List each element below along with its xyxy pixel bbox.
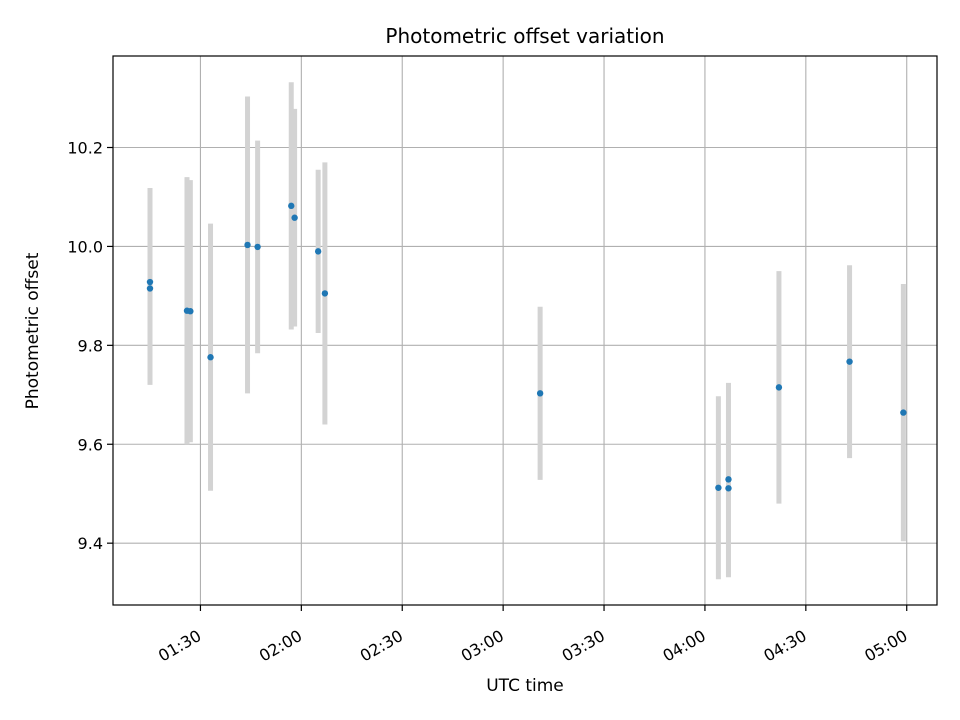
data-points — [146, 202, 907, 492]
data-point — [288, 202, 295, 210]
data-point — [725, 485, 732, 492]
data-point — [254, 243, 261, 251]
x-axis-title: UTC time — [486, 676, 564, 696]
data-point — [207, 354, 214, 361]
plot-frame — [112, 55, 938, 606]
y-tick-label: 10.2 — [67, 139, 103, 158]
data-point — [244, 241, 251, 249]
y-tick-label: 9.8 — [78, 336, 103, 355]
data-point — [291, 214, 298, 221]
data-point — [846, 358, 853, 365]
data-point — [775, 384, 783, 391]
y-tick-label: 9.6 — [78, 435, 103, 454]
data-point — [187, 308, 194, 315]
chart-title: Photometric offset variation — [385, 24, 664, 48]
data-point — [314, 248, 322, 255]
data-point — [715, 484, 722, 491]
data-point — [536, 390, 544, 397]
data-point — [146, 278, 154, 286]
data-point — [900, 409, 907, 416]
data-point — [725, 476, 732, 483]
y-tick-label: 10.0 — [67, 237, 103, 256]
y-tick-label: 9.4 — [78, 534, 103, 553]
data-point — [321, 290, 329, 297]
y-axis-title: Photometric offset — [23, 252, 43, 409]
y-axis-ticks: 9.4 9.6 9.8 10.0 10.2 — [67, 139, 113, 553]
data-point — [146, 285, 154, 292]
